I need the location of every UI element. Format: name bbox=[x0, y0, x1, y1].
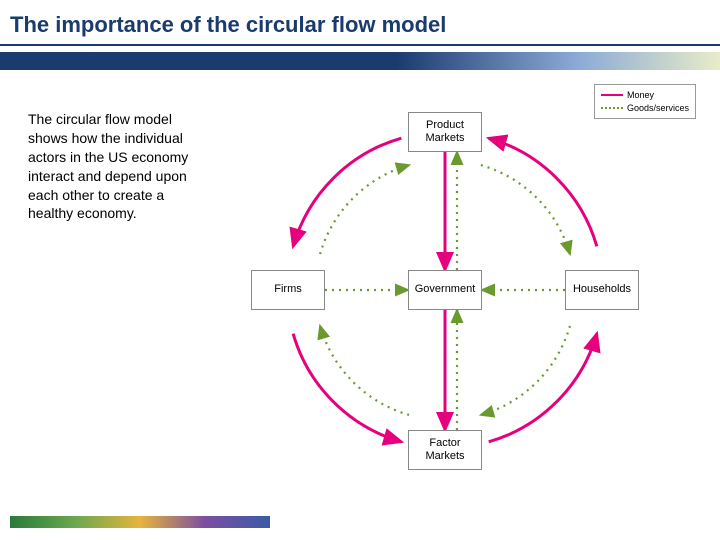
node-factor-markets: Factor Markets bbox=[408, 430, 482, 470]
circular-flow-diagram: Money Goods/services Product Markets Fact… bbox=[220, 80, 700, 510]
node-government: Government bbox=[408, 270, 482, 310]
legend-goods: Goods/services bbox=[601, 102, 689, 115]
node-households: Households bbox=[565, 270, 639, 310]
title-underline bbox=[0, 44, 720, 46]
legend-money-label: Money bbox=[627, 89, 654, 102]
legend-goods-line bbox=[601, 107, 623, 109]
footer-gradient-bar bbox=[10, 516, 270, 528]
header-gradient-bar bbox=[0, 52, 720, 70]
legend: Money Goods/services bbox=[594, 84, 696, 119]
node-firms: Firms bbox=[251, 270, 325, 310]
body-text: The circular flow model shows how the in… bbox=[28, 110, 198, 223]
node-product-markets: Product Markets bbox=[408, 112, 482, 152]
page-title: The importance of the circular flow mode… bbox=[0, 0, 720, 44]
legend-money: Money bbox=[601, 89, 689, 102]
legend-money-line bbox=[601, 94, 623, 96]
legend-goods-label: Goods/services bbox=[627, 102, 689, 115]
